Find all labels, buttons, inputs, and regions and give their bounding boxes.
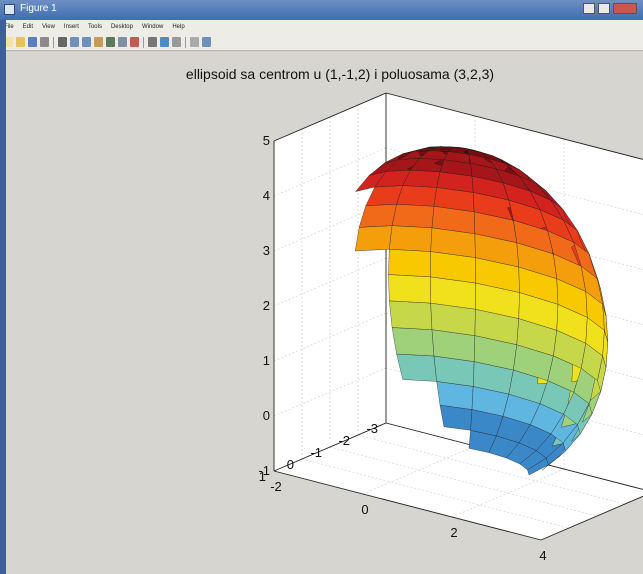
axis-line <box>385 92 643 160</box>
menu-edit[interactable]: Edit <box>22 24 34 30</box>
edit-plot-icon[interactable] <box>58 37 67 47</box>
menu-file[interactable]: File <box>4 24 14 30</box>
window-left-border <box>0 20 6 574</box>
figure-toolbar <box>0 34 643 51</box>
ellipsoid-surface <box>354 146 609 476</box>
tick-label: 2 <box>263 298 270 313</box>
toolbar-separator <box>143 36 144 48</box>
tick-label: 1 <box>259 469 266 484</box>
surface-patch <box>391 203 435 229</box>
maximize-button[interactable] <box>598 3 610 14</box>
menu-help[interactable]: Help <box>172 24 185 30</box>
close-button[interactable] <box>613 3 637 14</box>
menu-window[interactable]: Window <box>141 24 164 30</box>
tick-label: 2 <box>450 525 457 540</box>
menu-tools[interactable]: Tools <box>87 24 102 30</box>
new-figure-icon[interactable] <box>4 37 13 47</box>
tick-label: -2 <box>338 433 350 448</box>
insert-legend-icon[interactable] <box>172 37 181 47</box>
menu-desktop[interactable]: Desktop <box>110 24 133 30</box>
axis-line <box>273 92 387 142</box>
tick-label: -3 <box>366 421 378 436</box>
grid-line <box>273 147 387 197</box>
open-file-icon[interactable] <box>16 37 25 47</box>
surface-patch <box>396 353 437 382</box>
pan-icon[interactable] <box>94 37 103 47</box>
tick-label: 4 <box>539 548 546 563</box>
axis-line <box>540 495 643 541</box>
insert-colorbar-icon[interactable] <box>160 37 169 47</box>
tick-label: 0 <box>361 502 368 517</box>
grid-line <box>362 445 476 495</box>
tick-label: 4 <box>263 188 270 203</box>
data-cursor-icon[interactable] <box>118 37 127 47</box>
show-plot-tools-icon[interactable] <box>202 37 211 47</box>
grid-line <box>273 367 387 417</box>
save-icon[interactable] <box>28 37 37 47</box>
surface-patch <box>388 274 431 304</box>
surface-patch <box>388 248 431 278</box>
toolbar-separator <box>185 36 186 48</box>
chart-title: ellipsoid sa centrom u (1,-1,2) i poluos… <box>186 66 494 82</box>
grid-line <box>451 468 565 518</box>
tick-label: -2 <box>270 479 282 494</box>
brush-icon[interactable] <box>130 37 139 47</box>
tick-label: 0 <box>287 457 294 472</box>
rotate-3d-icon[interactable] <box>106 37 115 47</box>
axis-line <box>273 422 387 472</box>
minimize-button[interactable] <box>583 3 595 14</box>
tick-label: 1 <box>263 353 270 368</box>
surface-patch <box>389 225 433 252</box>
grid-line <box>329 446 598 517</box>
grid-line <box>301 458 570 529</box>
tick-label: 3 <box>263 243 270 258</box>
window-controls <box>583 3 637 14</box>
zoom-out-icon[interactable] <box>82 37 91 47</box>
surface-patch <box>389 300 433 330</box>
hide-plot-tools-icon[interactable] <box>190 37 199 47</box>
window-titlebar: Figure 1 <box>0 0 643 20</box>
tick-label: 0 <box>263 408 270 423</box>
surface-patch <box>597 278 607 316</box>
window-title: Figure 1 <box>20 3 57 14</box>
axis-line <box>273 470 542 541</box>
toolbar-separator <box>53 36 54 48</box>
axes-wall <box>274 423 643 540</box>
matlab-figure-icon <box>4 4 15 15</box>
surface-patch <box>391 327 435 357</box>
zoom-in-icon[interactable] <box>70 37 79 47</box>
tick-label: -1 <box>310 445 322 460</box>
grid-line <box>357 434 626 505</box>
menu-insert[interactable]: Insert <box>63 24 79 30</box>
menu-view[interactable]: View <box>42 24 55 30</box>
menu-bar: File Edit View Insert Tools Desktop Window Help <box>0 20 643 34</box>
tick-label: 5 <box>263 133 270 148</box>
tick-label: -1 <box>258 463 270 478</box>
grid-line <box>273 312 387 362</box>
link-plot-icon[interactable] <box>148 37 157 47</box>
print-icon[interactable] <box>40 37 49 47</box>
grid-line <box>273 257 387 307</box>
surface-patch <box>396 185 437 207</box>
surface-patch <box>354 225 393 252</box>
